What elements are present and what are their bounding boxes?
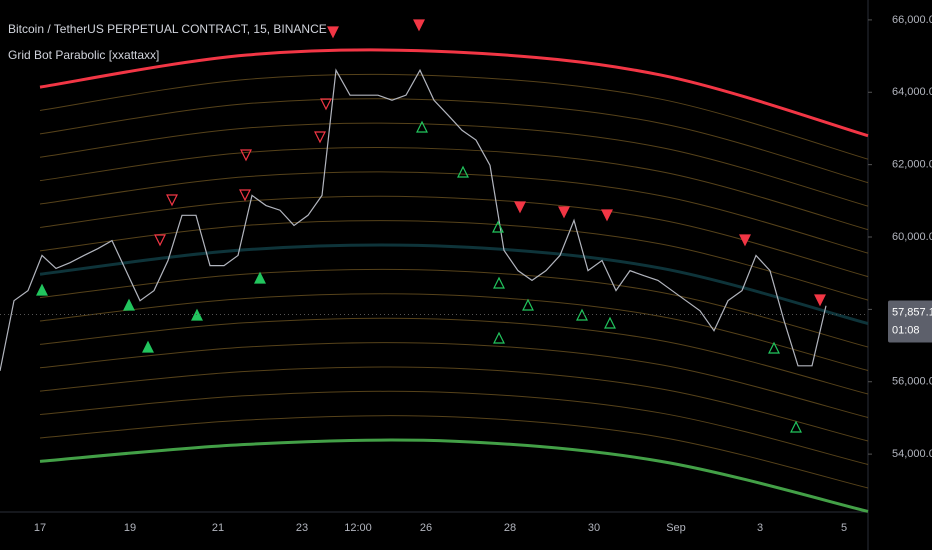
sell-signal xyxy=(314,131,326,144)
y-tick-label: 66,000.0 xyxy=(892,14,932,26)
last-price-box xyxy=(888,300,932,343)
buy-signal xyxy=(522,298,534,311)
x-tick-label: 5 xyxy=(841,522,847,534)
grid-level xyxy=(39,171,869,254)
y-tick-label: 60,000.0 xyxy=(892,231,932,243)
countdown-label: 01:08 xyxy=(892,324,920,336)
x-tick-label: 12:00 xyxy=(344,522,372,534)
grid-level xyxy=(39,98,869,184)
buy-signal xyxy=(142,340,154,353)
x-tick-label: 28 xyxy=(504,522,516,534)
buy-signal xyxy=(493,276,505,289)
buy-signal xyxy=(457,165,469,178)
buy-signal xyxy=(36,283,48,296)
band-line xyxy=(39,48,869,138)
sell-signal xyxy=(413,19,425,32)
buy-signal xyxy=(416,120,428,133)
grid-level xyxy=(39,73,869,160)
grid-level xyxy=(39,220,869,301)
buy-signal xyxy=(254,271,266,284)
sell-signal xyxy=(739,234,751,247)
grid-level xyxy=(39,415,869,489)
x-tick-label: 17 xyxy=(34,522,46,534)
buy-signal xyxy=(123,298,135,311)
sell-signal xyxy=(320,98,332,111)
price-line xyxy=(0,68,827,372)
x-tick-label: 21 xyxy=(212,522,224,534)
sell-signal xyxy=(558,206,570,219)
grid-level xyxy=(39,195,869,278)
grid-level xyxy=(39,293,869,372)
sell-signal xyxy=(327,26,339,39)
sell-signal xyxy=(814,294,826,307)
x-tick-label: 3 xyxy=(757,522,763,534)
grid-level xyxy=(39,268,869,348)
x-tick-label: 23 xyxy=(296,522,308,534)
sell-signal xyxy=(514,201,526,214)
grid-level xyxy=(39,146,869,231)
band-line xyxy=(39,438,869,513)
sell-signal xyxy=(240,149,252,162)
x-tick-label: 19 xyxy=(124,522,136,534)
x-tick-label: Sep xyxy=(666,522,686,534)
grid-level xyxy=(39,390,869,465)
sell-signal xyxy=(166,194,178,207)
sell-signal xyxy=(601,209,613,222)
buy-signal xyxy=(493,331,505,344)
grid-level xyxy=(39,342,869,418)
buy-signal xyxy=(492,220,504,233)
indicator-name: Grid Bot Parabolic [xxattaxx] xyxy=(8,48,159,62)
grid-level xyxy=(39,243,869,326)
sell-signal xyxy=(154,234,166,247)
grid-level xyxy=(39,366,869,442)
y-tick-label: 56,000.0 xyxy=(892,376,932,388)
y-tick-label: 64,000.0 xyxy=(892,86,932,98)
x-tick-label: 30 xyxy=(588,522,600,534)
buy-signal xyxy=(604,316,616,329)
y-tick-label: 62,000.0 xyxy=(892,159,932,171)
sell-signal xyxy=(239,189,251,202)
buy-signal xyxy=(790,420,802,433)
buy-signal xyxy=(768,341,780,354)
last-price-label: 57,857.1 xyxy=(892,306,932,318)
grid-level xyxy=(39,317,869,395)
chart-title: Bitcoin / TetherUS PERPETUAL CONTRACT, 1… xyxy=(8,22,327,36)
y-tick-label: 54,000.0 xyxy=(892,448,932,460)
x-tick-label: 26 xyxy=(420,522,432,534)
grid-level xyxy=(39,122,869,207)
